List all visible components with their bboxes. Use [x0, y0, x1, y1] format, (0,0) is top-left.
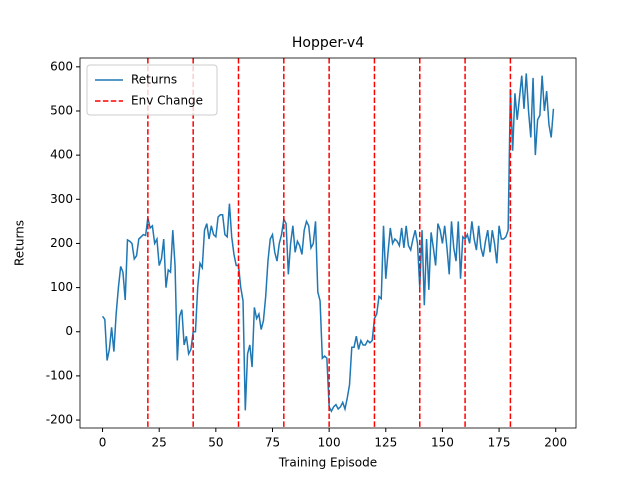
x-tick-label: 50: [208, 436, 223, 450]
x-tick-label: 25: [152, 436, 167, 450]
y-tick-label: 400: [50, 148, 73, 162]
x-tick-label: 200: [544, 436, 567, 450]
y-tick-label: 600: [50, 59, 73, 73]
x-tick-label: 125: [374, 436, 397, 450]
x-tick-label: 100: [318, 436, 341, 450]
legend-box: [86, 64, 218, 116]
x-axis-label: Training Episode: [278, 456, 377, 470]
x-tick-label: 0: [99, 436, 107, 450]
y-tick-label: 0: [65, 324, 73, 338]
axes-frame: [79, 57, 577, 429]
legend-label: Env Change: [131, 94, 203, 108]
y-tick-label: 200: [50, 236, 73, 250]
y-tick-label: 300: [50, 192, 73, 206]
y-axis-label: Returns: [13, 220, 27, 266]
x-tick-label: 75: [265, 436, 280, 450]
legend-label: Returns: [131, 73, 177, 87]
data-line: [101, 73, 555, 413]
y-tick-label: -100: [46, 368, 73, 382]
x-tick-label: 175: [488, 436, 511, 450]
y-tick-label: 100: [50, 280, 73, 294]
y-tick-label: -200: [46, 413, 73, 427]
y-tick-label: 500: [50, 103, 73, 117]
chart-title: Hopper-v4: [292, 35, 364, 51]
x-tick-label: 150: [431, 436, 454, 450]
